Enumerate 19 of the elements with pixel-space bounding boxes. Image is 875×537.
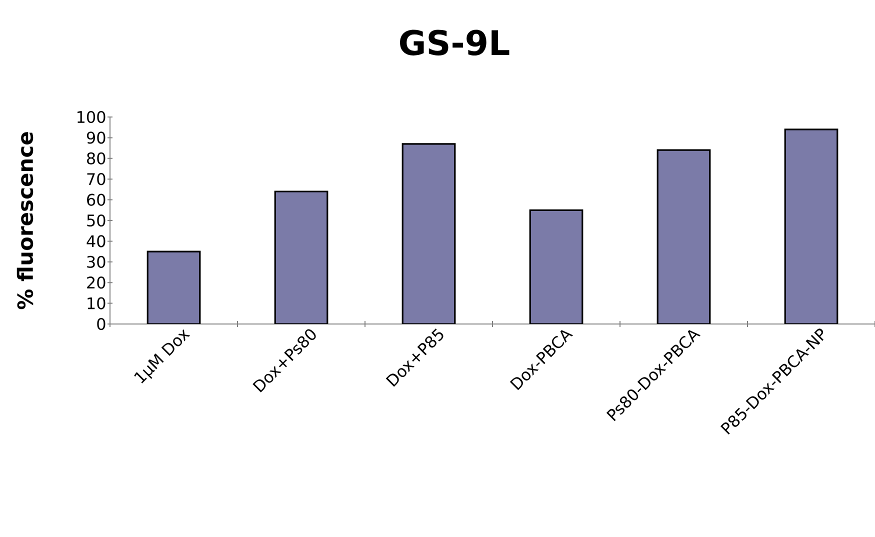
y-tick-label: 100	[78, 110, 106, 124]
bar	[402, 143, 456, 324]
y-tick-label: 40	[86, 235, 106, 248]
y-tick-label: 80	[87, 152, 106, 164]
y-axis-title: % fluorescence	[16, 132, 34, 310]
y-tick-label: 90	[86, 132, 106, 144]
bar	[146, 250, 201, 324]
y-tick-label: 50	[87, 214, 106, 227]
y-tick-label: 20	[87, 276, 106, 289]
y-tick-label: 70	[87, 173, 106, 186]
y-tick-label: 30	[87, 256, 106, 268]
y-tick-label: 60	[87, 194, 106, 206]
y-tick-label: 0	[97, 318, 106, 330]
bar	[656, 149, 711, 324]
bar	[529, 209, 584, 324]
chart-title: GS-9L	[400, 30, 510, 56]
y-tick-label: 10	[88, 297, 106, 310]
bar	[784, 128, 838, 324]
bar	[274, 190, 328, 324]
